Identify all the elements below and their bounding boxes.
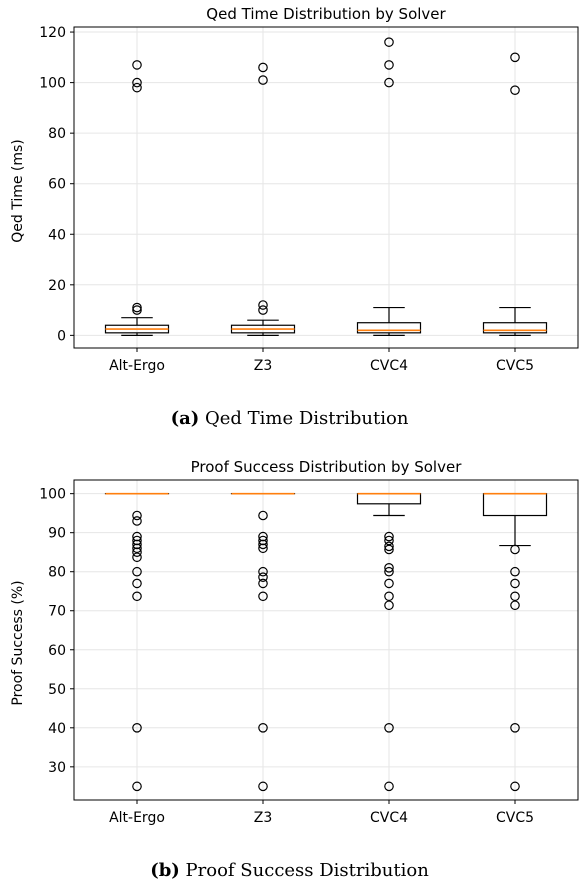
- outlier-point: [510, 600, 520, 611]
- outlier-point: [258, 591, 268, 602]
- outlier-point: [258, 543, 268, 554]
- outlier-point: [132, 723, 142, 733]
- box-cvc4: [356, 492, 422, 792]
- outlier-point: [384, 723, 394, 733]
- y-tick-label: 0: [57, 328, 66, 344]
- outlier-point: [510, 566, 520, 577]
- outlier-point: [384, 60, 394, 70]
- outlier-point: [258, 300, 268, 310]
- outlier-point: [384, 563, 394, 573]
- y-tick-label: 30: [48, 760, 66, 776]
- x-tick-label: Alt-Ergo: [109, 810, 165, 826]
- y-tick-label: 20: [48, 278, 66, 294]
- outlier-point: [258, 510, 268, 521]
- y-tick-label: 80: [48, 565, 66, 581]
- outlier-point: [132, 591, 142, 602]
- outlier-point: [384, 578, 394, 589]
- y-axis-label: Proof Success (%): [10, 580, 26, 705]
- box-iqr: [482, 322, 548, 334]
- x-tick-label: Z3: [254, 810, 273, 826]
- outlier-point: [510, 723, 520, 733]
- box-cvc4: [356, 37, 422, 336]
- x-tick-label: CVC5: [496, 810, 534, 826]
- qed-time-chart: Qed Time Distribution by Solver Qed Time…: [10, 5, 579, 374]
- x-tick-label: CVC4: [370, 810, 408, 826]
- outlier-point: [258, 62, 268, 73]
- y-tick-label: 120: [39, 25, 66, 41]
- outlier-point: [510, 578, 520, 589]
- outlier-point: [132, 77, 142, 88]
- caption-tag: (a): [170, 408, 200, 429]
- x-tick-label: CVC4: [370, 358, 408, 374]
- y-tick-label: 90: [48, 526, 66, 542]
- y-axis-label: Qed Time (ms): [10, 139, 26, 243]
- outlier-point: [132, 82, 142, 93]
- y-tick-label: 50: [48, 682, 66, 698]
- y-tick-label: 40: [48, 721, 66, 737]
- caption-text: Qed Time Distribution: [199, 408, 409, 429]
- outlier-point: [132, 60, 142, 70]
- box-alt-ergo: [104, 60, 170, 336]
- outlier-point: [384, 541, 394, 552]
- x-tick-label: CVC5: [496, 358, 534, 374]
- outlier-point: [258, 572, 268, 582]
- y-tick-label: 40: [48, 227, 66, 243]
- outlier-point: [258, 578, 268, 589]
- outlier-point: [132, 578, 142, 589]
- box-cvc5: [482, 52, 548, 336]
- outlier-point: [258, 75, 268, 85]
- outlier-point: [132, 547, 142, 557]
- y-tick-label: 70: [48, 604, 66, 620]
- outlier-point: [384, 781, 394, 792]
- x-tick-label: Z3: [254, 358, 273, 374]
- plot-frame: [73, 479, 579, 801]
- outlier-point: [132, 516, 142, 526]
- y-tick-label: 100: [39, 76, 66, 92]
- plot-frame: [73, 26, 579, 349]
- outlier-point: [258, 305, 268, 315]
- outlier-point: [510, 52, 520, 63]
- caption-a: (a) Qed Time Distribution: [0, 408, 579, 429]
- x-tick-label: Alt-Ergo: [109, 358, 165, 374]
- outlier-point: [258, 539, 268, 550]
- chart-title: Proof Success Distribution by Solver: [191, 458, 463, 476]
- caption-text: Proof Success Distribution: [179, 860, 429, 881]
- box-z3: [230, 492, 296, 792]
- outlier-point: [510, 544, 520, 555]
- outlier-point: [258, 566, 268, 577]
- outlier-point: [384, 77, 394, 88]
- outlier-point: [258, 781, 268, 792]
- outlier-point: [510, 781, 520, 792]
- outlier-point: [258, 723, 268, 733]
- outlier-point: [384, 544, 394, 555]
- outlier-point: [132, 781, 142, 792]
- outlier-point: [384, 566, 394, 577]
- y-tick-label: 80: [48, 126, 66, 142]
- y-tick-label: 60: [48, 643, 66, 659]
- y-tick-label: 60: [48, 177, 66, 193]
- outlier-point: [384, 37, 394, 47]
- outlier-point: [384, 531, 394, 542]
- outlier-point: [510, 85, 520, 95]
- caption-b: (b) Proof Success Distribution: [0, 860, 579, 881]
- proof-success-chart: Proof Success Distribution by Solver Pro…: [10, 458, 579, 826]
- outlier-point: [132, 552, 142, 563]
- outlier-point: [132, 302, 142, 313]
- box-cvc5: [482, 492, 548, 792]
- outlier-point: [132, 305, 142, 315]
- box-alt-ergo: [104, 492, 170, 792]
- outlier-point: [132, 566, 142, 577]
- caption-tag: (b): [150, 860, 180, 881]
- y-tick-label: 100: [39, 487, 66, 503]
- outlier-point: [132, 510, 142, 521]
- chart-title: Qed Time Distribution by Solver: [206, 5, 446, 23]
- box-iqr: [356, 322, 422, 334]
- box-z3: [230, 62, 296, 336]
- outlier-point: [384, 600, 394, 611]
